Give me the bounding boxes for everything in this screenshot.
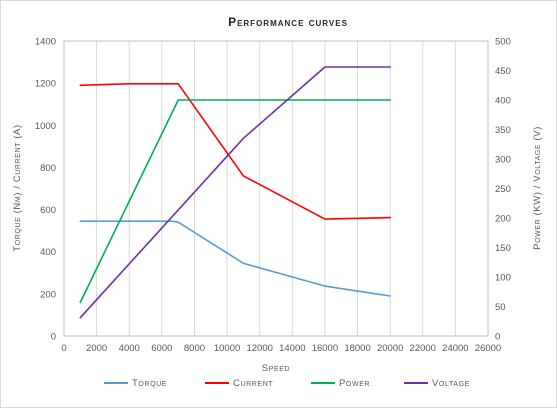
legend-label-power: Power: [339, 378, 370, 389]
y-right-tick-label-0: 0: [495, 332, 500, 343]
y-left-tick-label-400: 400: [40, 247, 56, 258]
x-tick-label-0: 0: [61, 343, 66, 354]
y-right-tick-label-300: 300: [495, 155, 511, 166]
y-left-tick-label-200: 200: [40, 289, 56, 300]
legend-label-voltage: Voltage: [432, 378, 470, 389]
x-tick-label-18000: 18000: [344, 343, 370, 354]
y-left-tick-label-1200: 1200: [35, 79, 56, 90]
y-left-axis-title: Torque (Nm) / Current (A): [12, 124, 23, 251]
legend-label-current: Current: [233, 378, 273, 389]
y-right-tick-label-200: 200: [495, 214, 511, 225]
x-tick-label-16000: 16000: [312, 343, 338, 354]
x-tick-label-22000: 22000: [410, 343, 436, 354]
x-tick-label-2000: 2000: [86, 343, 107, 354]
gridlines: [96, 41, 456, 336]
x-tick-label-26000: 26000: [475, 343, 501, 354]
x-tick-label-4000: 4000: [119, 343, 140, 354]
y-right-tick-label-400: 400: [495, 96, 511, 107]
y-right-tick-label-150: 150: [495, 243, 511, 254]
x-tick-label-8000: 8000: [184, 343, 205, 354]
legend: Torque Current Power Voltage: [104, 378, 470, 389]
series-line-torque: [79, 220, 392, 297]
x-axis-title: Speed: [262, 363, 290, 374]
x-tick-label-14000: 14000: [279, 343, 305, 354]
chart-title: Performance curves: [228, 15, 348, 29]
x-tick-label-10000: 10000: [214, 343, 240, 354]
series-line-voltage: [79, 66, 392, 319]
y-left-tick-label-0: 0: [51, 332, 56, 343]
series-lines: [79, 66, 392, 319]
x-tick-label-20000: 20000: [377, 343, 403, 354]
legend-label-torque: Torque: [132, 378, 167, 389]
y-right-tick-label-100: 100: [495, 273, 511, 284]
y-left-tick-label-600: 600: [40, 205, 56, 216]
y-right-tick-label-350: 350: [495, 125, 511, 136]
y-right-tick-label-450: 450: [495, 66, 511, 77]
y-left-tick-label-1400: 1400: [35, 37, 56, 48]
series-line-power: [79, 99, 392, 304]
x-tick-label-12000: 12000: [246, 343, 272, 354]
x-tick-label-6000: 6000: [151, 343, 172, 354]
series-line-current: [79, 83, 392, 220]
y-right-tick-label-50: 50: [495, 302, 506, 313]
y-left-axis-ticks: 0 200 400 600 800 1000 1200 1400: [35, 37, 56, 343]
y-right-axis-ticks: 0 50 100 150 200 250 300 350 400 450 500: [495, 37, 511, 343]
plot-area: [63, 40, 489, 337]
y-right-tick-label-500: 500: [495, 37, 511, 48]
y-left-tick-label-800: 800: [40, 163, 56, 174]
y-right-axis-title: Power (KW) / Voltage (V): [532, 126, 543, 250]
y-right-tick-label-250: 250: [495, 184, 511, 195]
x-tick-label-24000: 24000: [442, 343, 468, 354]
y-left-tick-label-1000: 1000: [35, 121, 56, 132]
x-axis-ticks: 0 2000 4000 6000 8000 10000 12000 14000 16000 180…: [61, 343, 501, 354]
